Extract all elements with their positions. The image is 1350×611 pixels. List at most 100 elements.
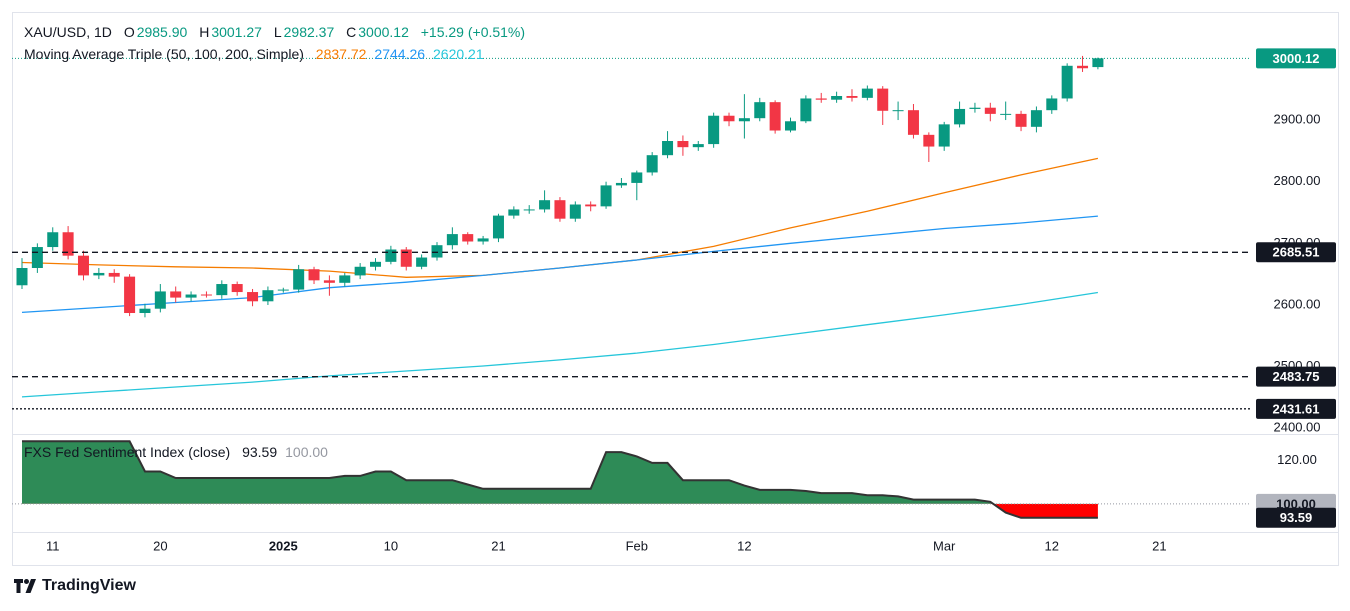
candle-body (861, 88, 873, 98)
price-label: 2431.61 (1273, 401, 1320, 416)
price-label-box (1256, 48, 1336, 69)
candle-body (662, 141, 674, 156)
price-label: 2685.51 (1273, 245, 1320, 260)
close-label: C (346, 24, 357, 40)
candle-body (370, 261, 382, 267)
candle-body (523, 209, 535, 211)
price-label-box (1256, 507, 1336, 528)
y-tick-label: 2600.00 (1274, 296, 1321, 311)
candle-body (677, 141, 689, 148)
symbol: XAU/USD, 1D (24, 24, 112, 40)
candle-body (216, 284, 228, 296)
candle-body (708, 115, 720, 145)
time-axis: 11 20 2025 10 21 Feb 12 Mar 12 21 (46, 538, 1167, 553)
x-tick-label: 10 (384, 538, 398, 553)
candle-body (723, 115, 735, 122)
ma-value: 2837.72 (315, 46, 367, 62)
candle-body (1061, 65, 1073, 99)
candle-body (400, 249, 412, 267)
candle-body (585, 204, 597, 207)
candle-body (293, 269, 305, 290)
candle-body (108, 272, 120, 277)
price-label: 93.59 (1280, 510, 1313, 525)
x-tick-label: Mar (933, 538, 956, 553)
candle-body (831, 95, 843, 100)
y-tick-label: 2900.00 (1274, 111, 1321, 126)
candle-body (846, 95, 858, 98)
x-tick-label: 12 (1045, 538, 1059, 553)
candle-body (600, 185, 612, 207)
y-tick-label: 2400.00 (1274, 420, 1321, 435)
candle-body (800, 98, 812, 122)
price-pane (12, 55, 1250, 410)
x-tick-label: 11 (46, 538, 60, 553)
candle-body (877, 88, 889, 111)
candle-body (1077, 65, 1089, 69)
candle-body (16, 268, 28, 286)
candle-body (1046, 98, 1058, 111)
x-tick-label: 20 (153, 538, 167, 553)
high-value: 3001.27 (211, 24, 262, 40)
candle-body (431, 245, 443, 258)
price-label-box (1256, 366, 1336, 387)
price-label: 2483.75 (1273, 369, 1320, 384)
brand-logo (14, 579, 36, 593)
candle-body (569, 204, 581, 219)
candle-body (200, 294, 212, 296)
chart-frame (12, 12, 1339, 566)
candle-body (1092, 58, 1104, 68)
candle-body (477, 238, 489, 242)
sentiment-legend: FXS Fed Sentiment Index (close) 93.59 100… (24, 444, 330, 460)
candle-body (815, 98, 827, 100)
ma-value: 2620.21 (433, 46, 484, 62)
candle-body (1030, 110, 1042, 127)
price-label-box (1256, 398, 1336, 419)
candle-body (769, 102, 781, 131)
x-tick-label: 2025 (269, 538, 298, 553)
candle-body (785, 121, 796, 131)
candle-body (31, 247, 43, 269)
candle-body (923, 134, 935, 147)
candle-body (631, 172, 643, 183)
candle-body (354, 266, 366, 276)
candle-body (554, 200, 566, 219)
branding: TradingView (14, 577, 136, 595)
candle-body (139, 308, 151, 314)
y-tick-label: 120.00 (1277, 452, 1317, 467)
candle-body (247, 292, 259, 302)
candle-body (954, 108, 966, 125)
price-label: 3000.12 (1273, 51, 1320, 66)
candle-body (646, 155, 658, 173)
candle-body (77, 255, 89, 276)
candle-body (93, 272, 105, 276)
candle-body (508, 209, 520, 216)
candle-body (47, 232, 59, 248)
x-tick-label: 12 (737, 538, 751, 553)
high-label: H (199, 24, 210, 40)
x-tick-label: Feb (626, 538, 648, 553)
x-tick-label: 21 (1152, 538, 1166, 553)
candle-body (969, 107, 981, 109)
candle-body (339, 275, 351, 283)
candle-body (907, 110, 919, 135)
candle-body (738, 118, 750, 122)
candle-body (446, 234, 458, 246)
candle-body (1015, 113, 1027, 127)
open-value: 2985.90 (136, 24, 188, 40)
x-tick-label: 21 (491, 538, 505, 553)
candle-body (462, 234, 474, 242)
symbol-legend: XAU/USD, 1D O 2985.90 H 3001.27 L 2982.37 C… (24, 24, 527, 40)
sentiment-value: 93.59 (242, 444, 278, 460)
sentiment-line (22, 440, 1098, 519)
price-label: 100.00 (1276, 496, 1316, 511)
candle-body (385, 249, 397, 262)
sentiment-title: FXS Fed Sentiment Index (close) (24, 444, 231, 460)
low-value: 2982.37 (283, 24, 335, 40)
axis-background (1251, 13, 1338, 434)
brand-name: TradingView (42, 577, 136, 594)
candle-body (154, 291, 166, 309)
candle-body (754, 102, 766, 119)
